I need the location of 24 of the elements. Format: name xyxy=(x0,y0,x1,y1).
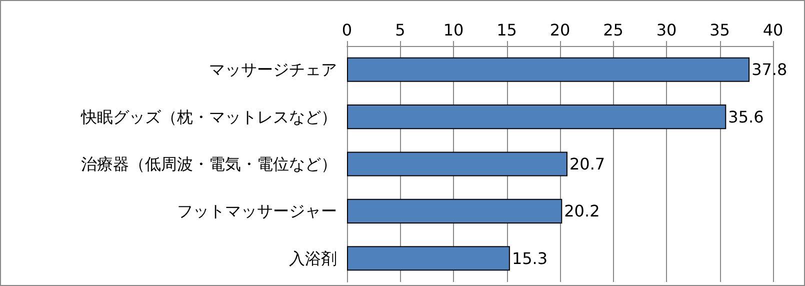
x-tick-label: 20 xyxy=(550,20,570,40)
x-tick-label: 5 xyxy=(395,20,406,40)
bar xyxy=(347,104,726,130)
x-tick-label: 10 xyxy=(443,20,464,40)
data-label: 20.2 xyxy=(564,202,600,221)
x-tick-label: 35 xyxy=(710,20,730,40)
y-tick-label: 入浴剤 xyxy=(289,248,337,268)
data-label: 35.6 xyxy=(728,107,764,126)
y-tick-label: 治療器（低周波・電気・電位など） xyxy=(81,154,337,174)
data-label: 20.7 xyxy=(569,154,606,174)
bar xyxy=(347,152,568,176)
y-tick-label: マッサージチェア xyxy=(209,60,337,80)
x-tick-label: 0 xyxy=(342,20,352,40)
data-label: 37.8 xyxy=(752,60,788,80)
bar xyxy=(347,246,510,271)
x-tick-label: 15 xyxy=(496,20,517,40)
y-tick-label: 快眠グッズ（枕・マットレスなど） xyxy=(80,107,337,126)
bar xyxy=(347,57,750,82)
bar xyxy=(347,198,562,224)
y-tick-label: フットマッサージャー xyxy=(177,202,337,221)
data-label: 15.3 xyxy=(512,248,548,268)
x-tick-label: 40 xyxy=(762,20,784,40)
x-tick-label: 30 xyxy=(656,20,677,40)
x-tick-label: 25 xyxy=(603,20,624,40)
